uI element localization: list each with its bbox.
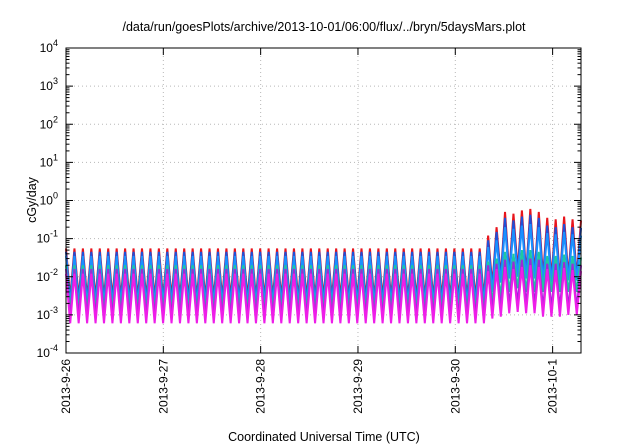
y-tick-label: 10-2 — [37, 267, 58, 284]
x-tick-label: 2013-9-29 — [351, 359, 365, 414]
x-tick-label: 2013-10-1 — [546, 359, 560, 414]
y-ticks: 10-4 10-3 10-2 10-1 100 101 102 103 104 — [37, 38, 581, 360]
x-tick-label: 2013-9-26 — [59, 359, 73, 414]
y-tick-label: 104 — [40, 38, 58, 55]
x-tick-label: 2013-9-28 — [254, 359, 268, 414]
y-tick-label: 10-1 — [37, 229, 58, 246]
y-axis-label: cGy/day — [25, 176, 39, 223]
x-axis-label: Coordinated Universal Time (UTC) — [228, 430, 420, 444]
y-tick-label: 100 — [40, 191, 58, 208]
y-tick-label: 101 — [40, 152, 58, 169]
y-tick-label: 103 — [40, 76, 58, 93]
y-tick-label: 102 — [40, 114, 58, 131]
x-tick-label: 2013-9-30 — [448, 359, 462, 414]
series-line-6 — [65, 265, 582, 324]
x-ticks: 2013-9-26 2013-9-27 2013-9-28 2013-9-29 2013… — [59, 48, 560, 414]
chart-title: /data/run/goesPlots/archive/2013-10-01/0… — [122, 20, 526, 34]
y-tick-label: 10-4 — [37, 343, 58, 360]
y-tick-label: 10-3 — [37, 305, 58, 322]
series-layer — [65, 208, 582, 324]
x-tick-label: 2013-9-27 — [156, 359, 170, 414]
